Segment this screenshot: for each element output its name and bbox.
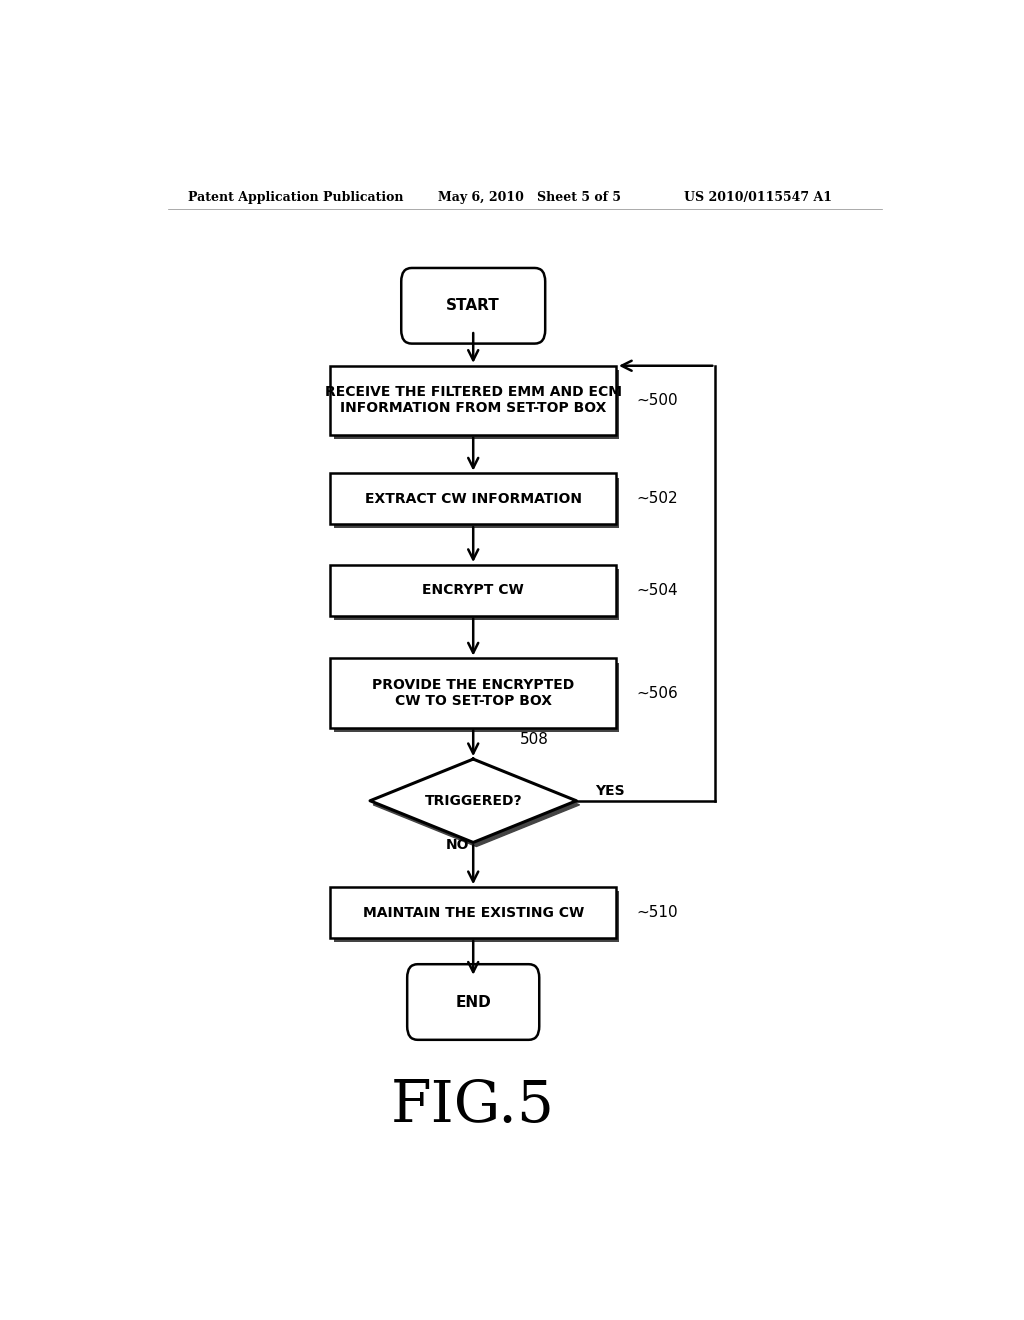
Text: EXTRACT CW INFORMATION: EXTRACT CW INFORMATION [365, 492, 582, 506]
Text: YES: YES [595, 784, 625, 797]
Bar [334, 663, 620, 731]
Text: US 2010/0115547 A1: US 2010/0115547 A1 [684, 190, 831, 203]
Text: NO: NO [445, 838, 469, 853]
Text: START: START [446, 298, 500, 313]
Text: ~500: ~500 [636, 393, 678, 408]
Polygon shape [373, 763, 580, 846]
Bar [331, 887, 616, 939]
Bar [331, 474, 616, 524]
Text: 508: 508 [519, 731, 549, 747]
Text: ~510: ~510 [636, 906, 678, 920]
Bar [334, 891, 620, 942]
Text: Patent Application Publication: Patent Application Publication [187, 190, 403, 203]
Text: May 6, 2010   Sheet 5 of 5: May 6, 2010 Sheet 5 of 5 [437, 190, 621, 203]
Bar [331, 565, 616, 616]
Bar [331, 659, 616, 727]
Bar [334, 478, 620, 528]
Text: TRIGGERED?: TRIGGERED? [424, 793, 522, 808]
Text: ~502: ~502 [636, 491, 678, 507]
Bar [331, 366, 616, 434]
Text: ENCRYPT CW: ENCRYPT CW [422, 583, 524, 598]
Text: PROVIDE THE ENCRYPTED
CW TO SET-TOP BOX: PROVIDE THE ENCRYPTED CW TO SET-TOP BOX [372, 678, 574, 708]
Text: RECEIVE THE FILTERED EMM AND ECM
INFORMATION FROM SET-TOP BOX: RECEIVE THE FILTERED EMM AND ECM INFORMA… [325, 385, 622, 416]
FancyBboxPatch shape [408, 964, 540, 1040]
Text: MAINTAIN THE EXISTING CW: MAINTAIN THE EXISTING CW [362, 906, 584, 920]
Text: END: END [456, 994, 492, 1010]
Bar [334, 569, 620, 620]
Text: FIG.5: FIG.5 [391, 1077, 555, 1134]
Text: ~506: ~506 [636, 685, 678, 701]
Bar [334, 370, 620, 440]
Text: ~504: ~504 [636, 583, 678, 598]
Polygon shape [370, 759, 577, 842]
FancyBboxPatch shape [401, 268, 545, 343]
